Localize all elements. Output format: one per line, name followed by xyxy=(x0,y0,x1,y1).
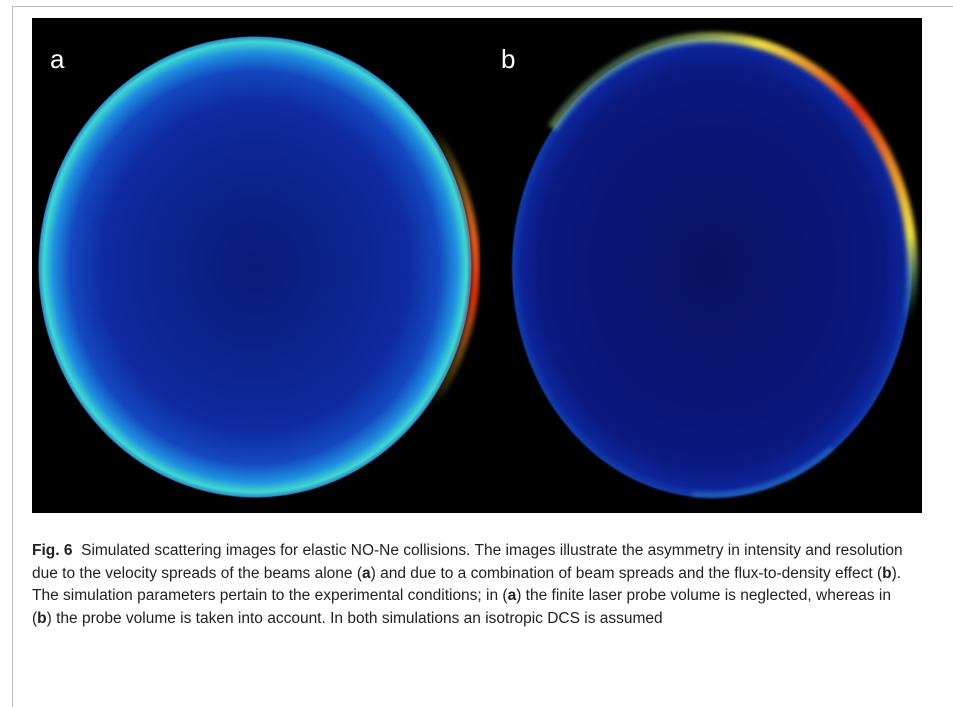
figure-image: a b xyxy=(32,18,922,513)
caption-ref: a xyxy=(507,587,517,604)
caption-ref: b xyxy=(37,609,47,627)
caption-text: ) and due to a combination of beam sprea… xyxy=(370,564,883,582)
intensity-arc-a xyxy=(428,125,480,409)
figure-frame xyxy=(12,6,953,707)
figure-label: Fig. 6 xyxy=(32,542,73,559)
caption-text: ) the probe volume is taken into account… xyxy=(46,609,663,627)
panel-label: a xyxy=(50,44,65,74)
caption-text: ) the finite laser probe volume is negle… xyxy=(32,587,891,627)
faint-arc-b xyxy=(691,446,834,497)
figure-caption: Fig. 6 Simulated scattering images for e… xyxy=(32,540,912,630)
caption-text: Simulated scattering images for elastic … xyxy=(32,542,903,582)
caption-ref: a xyxy=(362,564,371,582)
intensity-arc-b xyxy=(547,32,918,319)
page: a b Fig. 6 Simulated scattering images f… xyxy=(12,6,953,707)
scattering-image-b xyxy=(511,37,913,499)
panel-label: b xyxy=(501,44,515,74)
caption-text: ). The simulation parameters pertain to … xyxy=(32,564,902,605)
scattering-image-a xyxy=(38,36,472,498)
caption-ref: b xyxy=(882,564,892,582)
